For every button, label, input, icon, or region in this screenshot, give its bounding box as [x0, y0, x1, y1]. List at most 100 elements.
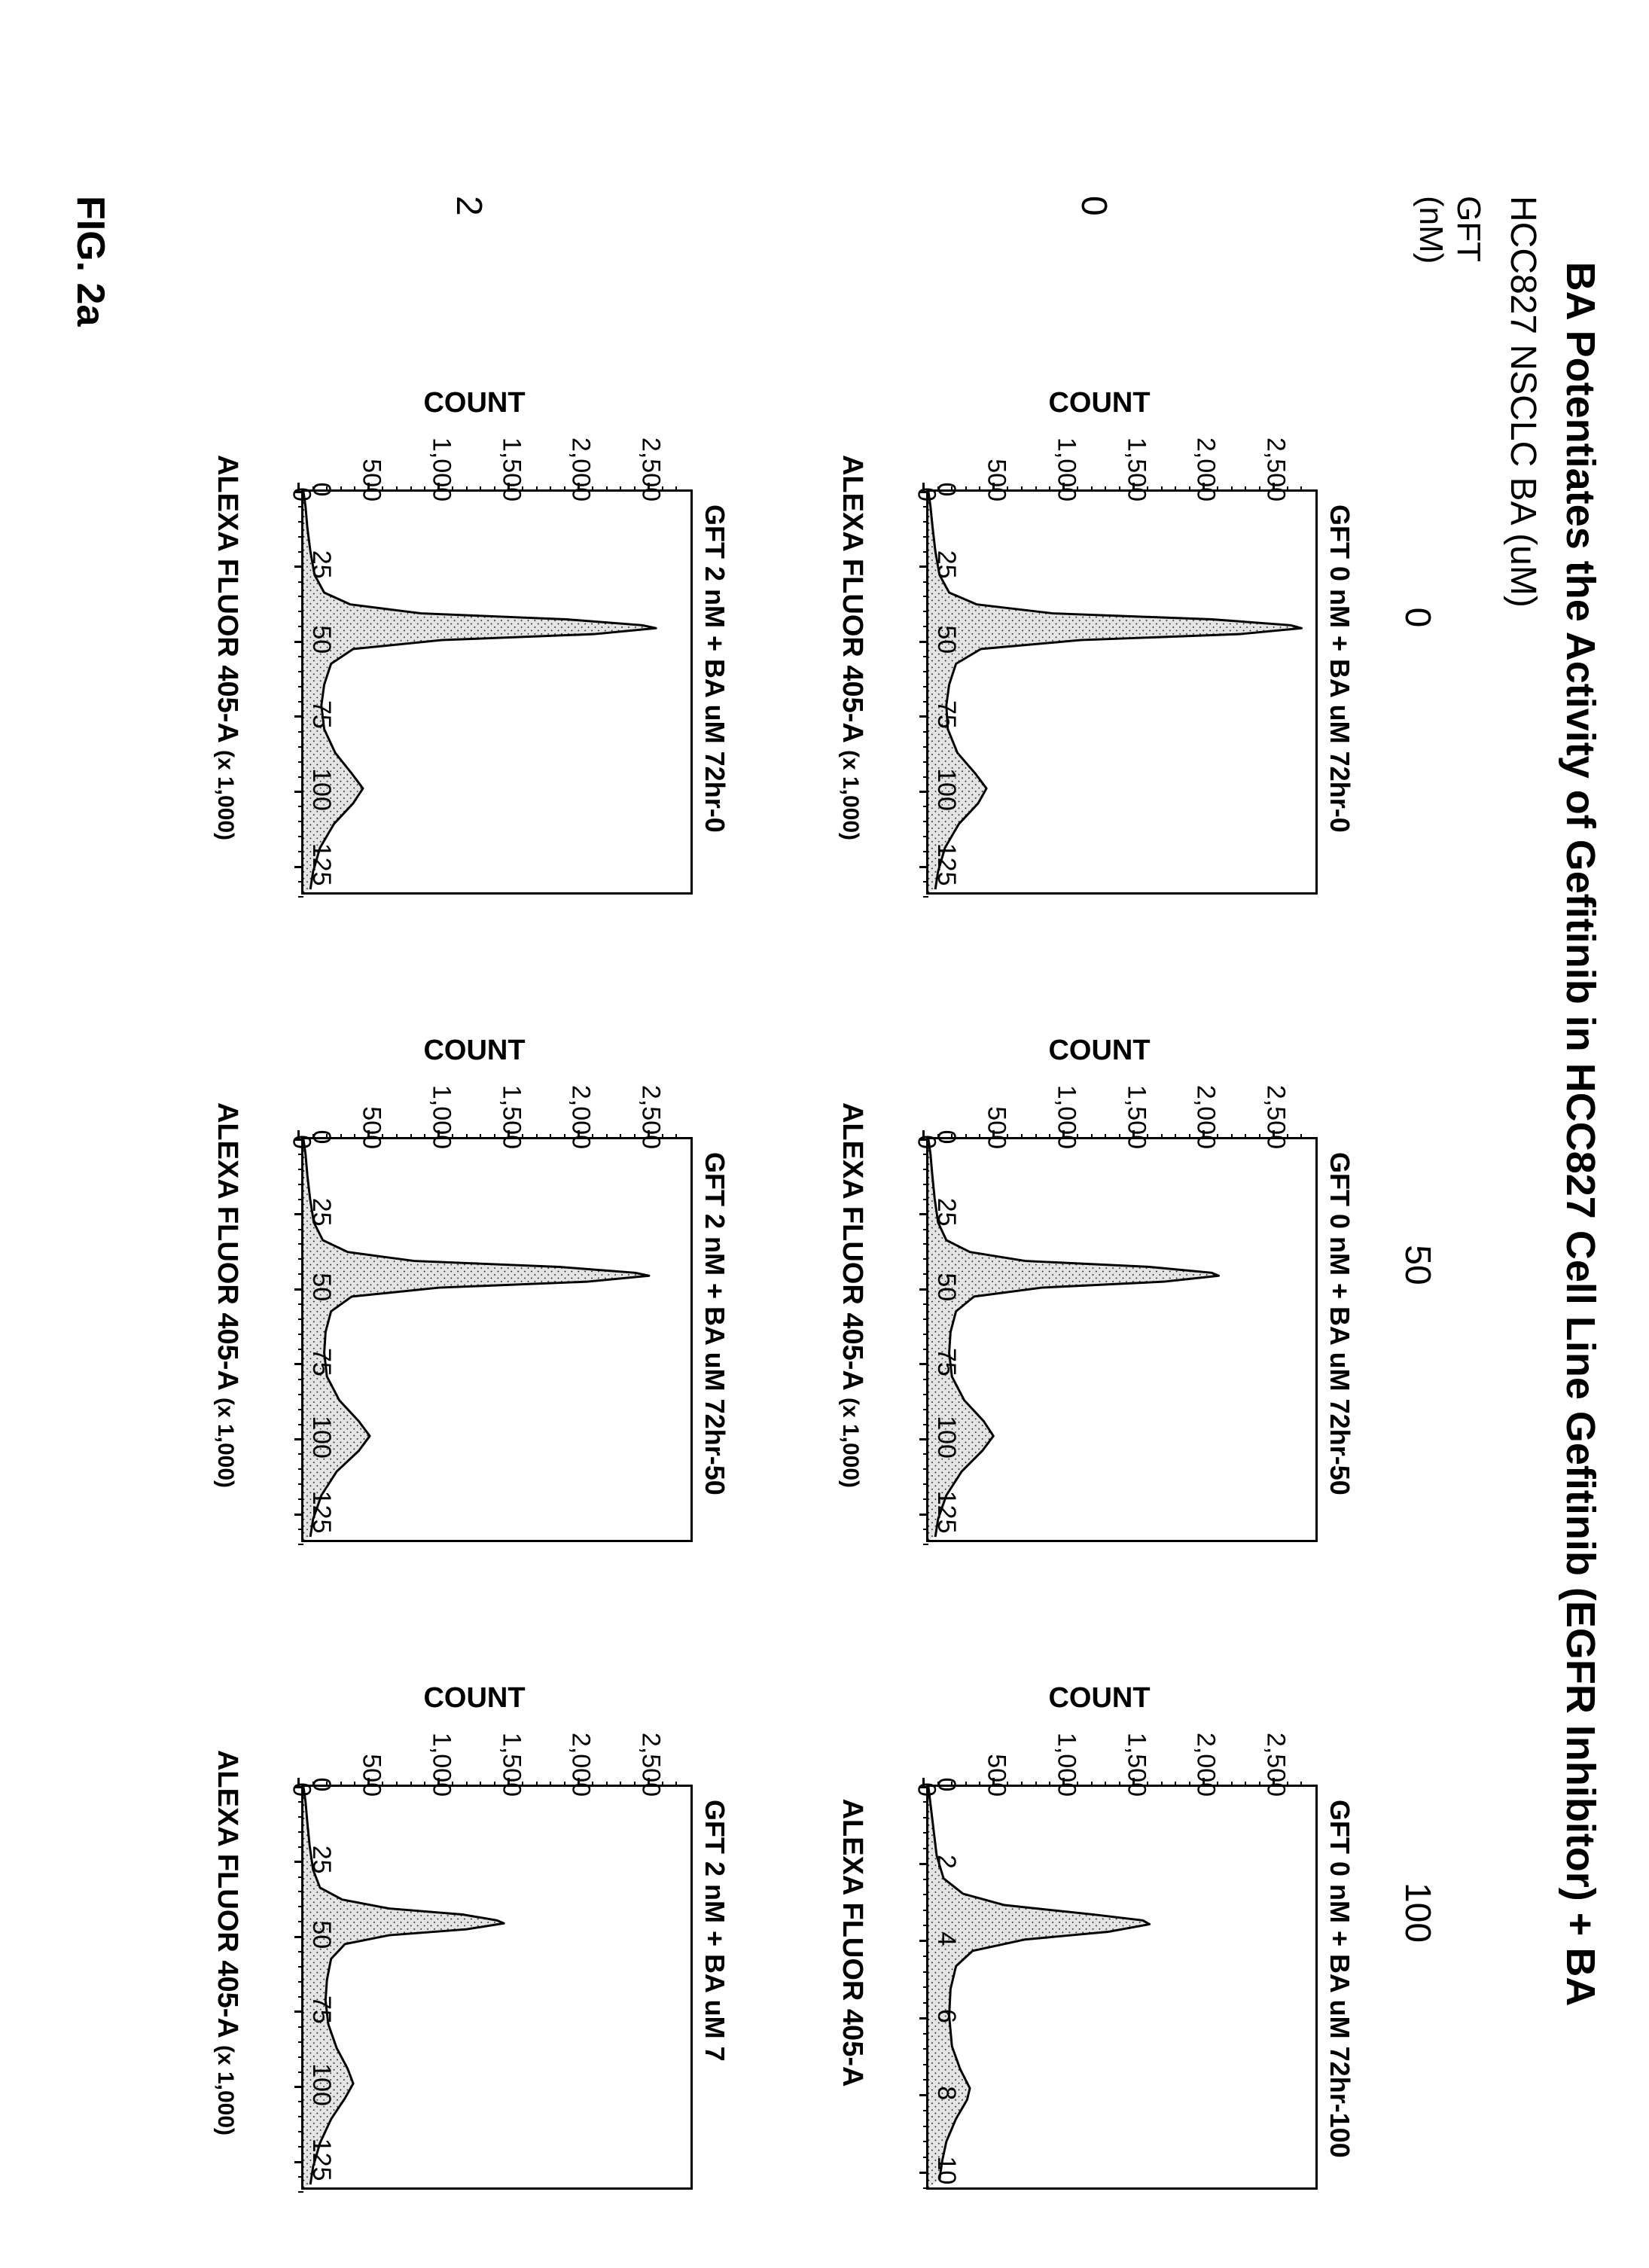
x-tick-label: 6 — [931, 2009, 961, 2023]
y-tick-minor — [550, 1782, 551, 1787]
x-tick-minor — [923, 1303, 928, 1305]
y-tick-minor — [1231, 1134, 1233, 1139]
x-tick-minor — [298, 1424, 303, 1425]
y-tick-minor — [979, 486, 980, 492]
x-tick-minor — [298, 686, 303, 687]
x-tick-minor — [298, 1409, 303, 1410]
x-tick-minor — [923, 1894, 928, 1895]
x-tick-minor — [923, 1169, 928, 1170]
x-tick-minor — [923, 1243, 928, 1245]
x-tick-minor — [923, 1409, 928, 1410]
x-tick-minor — [923, 1971, 928, 1973]
figure-title: BA Potentiates the Activity of Gefitinib… — [1557, 0, 1604, 2268]
panel-title: GFT 2 nM + BA uM 72hr-50 — [699, 1152, 730, 1495]
x-tick — [294, 1363, 303, 1365]
x-axis-label: ALEXA FLUOR 405-A (x 1,000) — [211, 1024, 243, 1566]
y-tick-label: 2,000 — [1191, 1691, 1221, 1797]
x-tick-label: 50 — [306, 1273, 336, 1301]
y-tick-minor — [410, 1134, 412, 1139]
x-tick-minor — [298, 1379, 303, 1380]
x-tick-minor — [923, 1184, 928, 1185]
x-tick-label: 25 — [306, 1198, 336, 1227]
histogram-panel: GFT 0 nM + BA uM 72hr-50COUNTALEXA FLUOR… — [836, 1024, 1363, 1566]
x-tick-label: 25 — [306, 1846, 336, 1874]
histogram — [928, 1787, 1315, 2187]
x-tick-minor — [923, 731, 928, 733]
y-tick-minor — [1259, 1782, 1260, 1787]
x-tick-minor — [298, 2041, 303, 2043]
x-tick-label: 100 — [306, 768, 336, 811]
x-tick-minor — [298, 626, 303, 627]
y-tick-label: 500 — [356, 1044, 386, 1149]
y-tick-minor — [1231, 486, 1233, 492]
x-tick-minor — [923, 806, 928, 807]
x-tick — [294, 866, 303, 868]
y-tick-minor — [675, 486, 677, 492]
x-tick — [919, 1363, 928, 1365]
x-axis-label: ALEXA FLUOR 405-A (x 1,000) — [836, 376, 868, 919]
x-tick-minor — [298, 731, 303, 733]
x-axis-label: ALEXA FLUOR 405-A — [836, 1672, 868, 2214]
y-tick-label: 2,500 — [1261, 1044, 1291, 1149]
column-header: 100 — [1397, 1852, 1438, 1973]
x-tick-minor — [298, 2176, 303, 2178]
y-tick-minor — [550, 1134, 551, 1139]
x-tick-minor — [923, 2033, 928, 2035]
x-tick-label: 125 — [306, 1491, 336, 1534]
x-tick-label: 125 — [931, 1491, 961, 1534]
x-tick-label: 25 — [931, 1198, 961, 1227]
panel-title: GFT 0 nM + BA uM 72hr-0 — [1324, 505, 1355, 833]
row-header: 2 — [448, 196, 489, 346]
y-tick-minor — [466, 1134, 468, 1139]
x-tick-minor — [298, 2071, 303, 2073]
x-tick-minor — [923, 851, 928, 852]
x-axis-label-base: ALEXA FLUOR 405-A — [837, 455, 868, 742]
x-tick-minor — [298, 1529, 303, 1530]
y-tick-minor — [466, 1782, 468, 1787]
y-tick-label: 500 — [981, 1691, 1010, 1797]
x-tick-minor — [923, 1453, 928, 1455]
x-tick-minor — [298, 896, 303, 898]
x-tick-label: 100 — [931, 768, 961, 811]
y-tick-minor — [1231, 1782, 1233, 1787]
y-tick-minor — [606, 486, 608, 492]
x-tick-label: 0 — [306, 1778, 336, 1792]
histogram — [303, 1787, 690, 2187]
x-tick-minor — [923, 656, 928, 657]
y-tick-label: 1,500 — [1121, 1044, 1151, 1149]
plot-area — [301, 1785, 693, 2190]
x-tick — [919, 2017, 928, 2020]
x-tick-minor — [923, 1349, 928, 1350]
y-tick-minor — [1245, 1134, 1246, 1139]
x-tick-minor — [298, 821, 303, 822]
x-axis-multiplier: (x 1,000) — [838, 750, 863, 840]
x-tick-minor — [298, 2116, 303, 2117]
y-tick-minor — [979, 1782, 980, 1787]
x-tick-minor — [923, 1925, 928, 1926]
x-tick-label: 2 — [931, 1855, 961, 1869]
x-tick-minor — [298, 506, 303, 508]
y-tick-minor — [1105, 1782, 1106, 1787]
x-tick-minor — [298, 806, 303, 807]
y-tick-minor — [1189, 486, 1190, 492]
x-tick-minor — [923, 506, 928, 508]
x-tick-minor — [298, 701, 303, 703]
x-tick-minor — [298, 836, 303, 837]
x-tick-minor — [298, 1846, 303, 1848]
x-tick-minor — [298, 1184, 303, 1185]
x-tick-minor — [923, 1529, 928, 1530]
x-tick-label: 50 — [931, 1273, 961, 1301]
y-tick-minor — [1091, 1134, 1093, 1139]
x-tick-label: 75 — [306, 1348, 336, 1376]
y-tick-minor — [396, 1134, 398, 1139]
x-tick — [919, 866, 928, 868]
y-tick-minor — [410, 486, 412, 492]
x-axis-multiplier: (x 1,000) — [838, 1398, 863, 1488]
x-tick-minor — [923, 2110, 928, 2111]
row-axis-label: GFT (nM) — [1412, 196, 1487, 346]
y-tick-minor — [1119, 1782, 1120, 1787]
x-tick-minor — [923, 2141, 928, 2142]
x-tick-minor — [298, 1154, 303, 1155]
x-tick-minor — [923, 701, 928, 703]
x-tick-minor — [923, 1229, 928, 1230]
